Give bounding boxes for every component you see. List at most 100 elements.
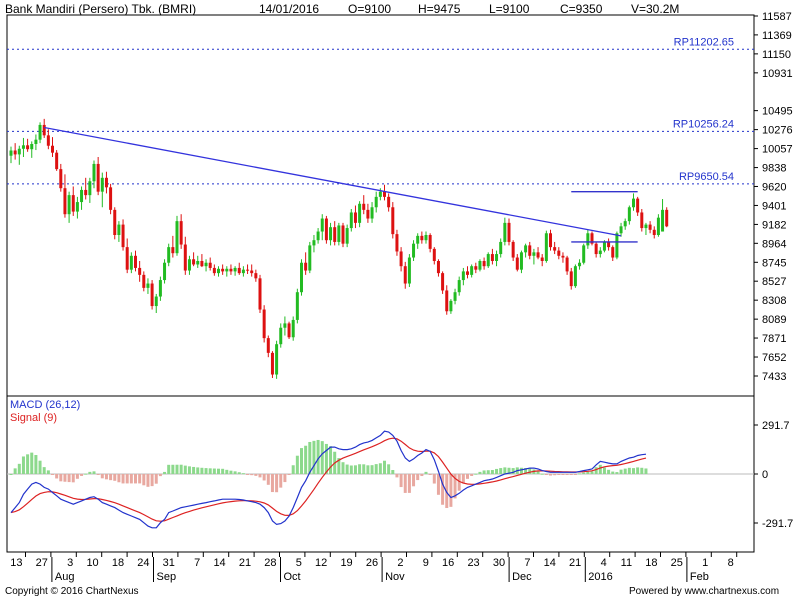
candle-body <box>291 319 295 338</box>
candle-body <box>163 262 167 281</box>
macd-histogram-bar <box>113 474 117 481</box>
candle-body <box>270 352 274 375</box>
price-tick-label: 7433 <box>762 371 786 383</box>
macd-histogram-bar <box>171 464 175 474</box>
price-levels: RP11202.65 RP10256.24 RP9650.54 <box>7 36 754 185</box>
candle-body <box>42 124 46 136</box>
candle-body <box>192 259 196 265</box>
candle-body <box>30 144 34 150</box>
macd-histogram-bar <box>549 474 552 476</box>
candle-body <box>503 222 507 242</box>
candle-body <box>88 181 92 196</box>
candle-body <box>632 198 635 208</box>
date-tick-label: 3 <box>67 557 73 569</box>
candle-body <box>648 224 652 230</box>
candle-body <box>374 196 378 208</box>
macd-histogram-bar <box>80 474 84 476</box>
macd-histogram-bar <box>441 474 445 505</box>
candle-body <box>21 145 25 149</box>
macd-histogram-bar <box>495 468 499 474</box>
macd-histogram-bar <box>88 471 92 474</box>
macd-histogram-bar <box>366 465 370 474</box>
macd-histogram-bar <box>640 467 644 474</box>
candle-body <box>337 225 341 242</box>
price-tick-label: 10495 <box>762 106 793 118</box>
trendlines <box>44 126 638 243</box>
powered-by-link[interactable]: Powered by www.chartnexus.com <box>629 586 780 597</box>
candle-body <box>453 292 457 301</box>
candle-body <box>84 189 88 196</box>
candle-body <box>104 177 108 188</box>
macd-histogram-bar <box>503 467 507 474</box>
macd-histogram-bar <box>125 474 129 484</box>
price-panel <box>6 14 755 397</box>
macd-tick-label: -291.7 <box>762 518 793 530</box>
macd-histogram-bar <box>146 474 150 487</box>
macd-histogram-bar <box>17 463 21 474</box>
candle-body <box>582 245 586 263</box>
macd-histogram-bar <box>279 474 283 488</box>
macd-line <box>10 430 647 529</box>
candle-body <box>627 207 631 222</box>
macd-histogram-bar <box>212 468 216 474</box>
price-tick-label: 9838 <box>762 163 786 175</box>
date-tick-label: 11 <box>621 557 632 569</box>
macd-histogram-bar <box>378 463 382 474</box>
price-tick-label: 7652 <box>762 352 786 364</box>
candle-body <box>519 252 523 270</box>
signal-line <box>10 437 647 522</box>
candle-body <box>656 217 660 235</box>
candle-body <box>557 250 561 256</box>
macd-histogram-bar <box>623 468 627 474</box>
month-label: Sep <box>157 571 177 583</box>
macd-histogram-bar <box>254 474 258 476</box>
macd-histogram-bar <box>175 464 179 474</box>
macd-histogram-bar <box>134 474 137 484</box>
macd-histogram-bar <box>38 460 42 474</box>
candle-body <box>225 268 229 272</box>
candle-body <box>200 260 204 267</box>
month-label: 2016 <box>588 571 612 583</box>
candle-body <box>507 222 511 242</box>
macd-histogram-bar <box>42 467 46 474</box>
macd-histogram-bar <box>163 471 167 474</box>
candle-body <box>457 280 461 293</box>
candle-body <box>644 224 648 229</box>
candle-body <box>665 209 669 227</box>
candle-body <box>362 203 366 210</box>
candle-body <box>316 231 320 241</box>
candle-body <box>619 226 623 234</box>
candle-body <box>399 251 403 267</box>
candle-body <box>287 323 291 338</box>
macd-histogram-bar <box>200 467 204 474</box>
candle-body <box>13 150 17 155</box>
macd-histogram-bar <box>237 472 241 474</box>
macd-histogram-bar <box>362 464 366 474</box>
macd-histogram-bar <box>187 466 191 474</box>
candle-body <box>67 195 71 215</box>
candle-body <box>532 252 536 256</box>
candle-body <box>441 273 445 291</box>
macd-histogram-bar <box>457 474 461 491</box>
candle-body <box>407 257 411 284</box>
date-tick-label: 14 <box>544 557 556 569</box>
candle-body <box>536 252 540 258</box>
macd-histogram-bar <box>75 474 79 479</box>
date-tick-label: 24 <box>137 557 149 569</box>
macd-legend: MACD (26,12) <box>10 399 81 411</box>
candle-body <box>129 255 133 270</box>
candle-body <box>661 209 665 232</box>
candle-body <box>549 233 552 248</box>
macd-histogram-bar <box>258 474 262 478</box>
candle-body <box>432 248 436 261</box>
macd-lines <box>10 430 647 529</box>
candle-body <box>233 267 237 272</box>
date-tick-label: 7 <box>524 557 530 569</box>
candle-body <box>449 300 453 312</box>
date-tick-label: 7 <box>194 557 200 569</box>
macd-histogram-bar <box>594 467 598 474</box>
candle-body <box>80 189 84 203</box>
price-tick-label: 11369 <box>762 30 792 42</box>
candle-body <box>320 218 324 232</box>
candle-body <box>312 240 316 246</box>
